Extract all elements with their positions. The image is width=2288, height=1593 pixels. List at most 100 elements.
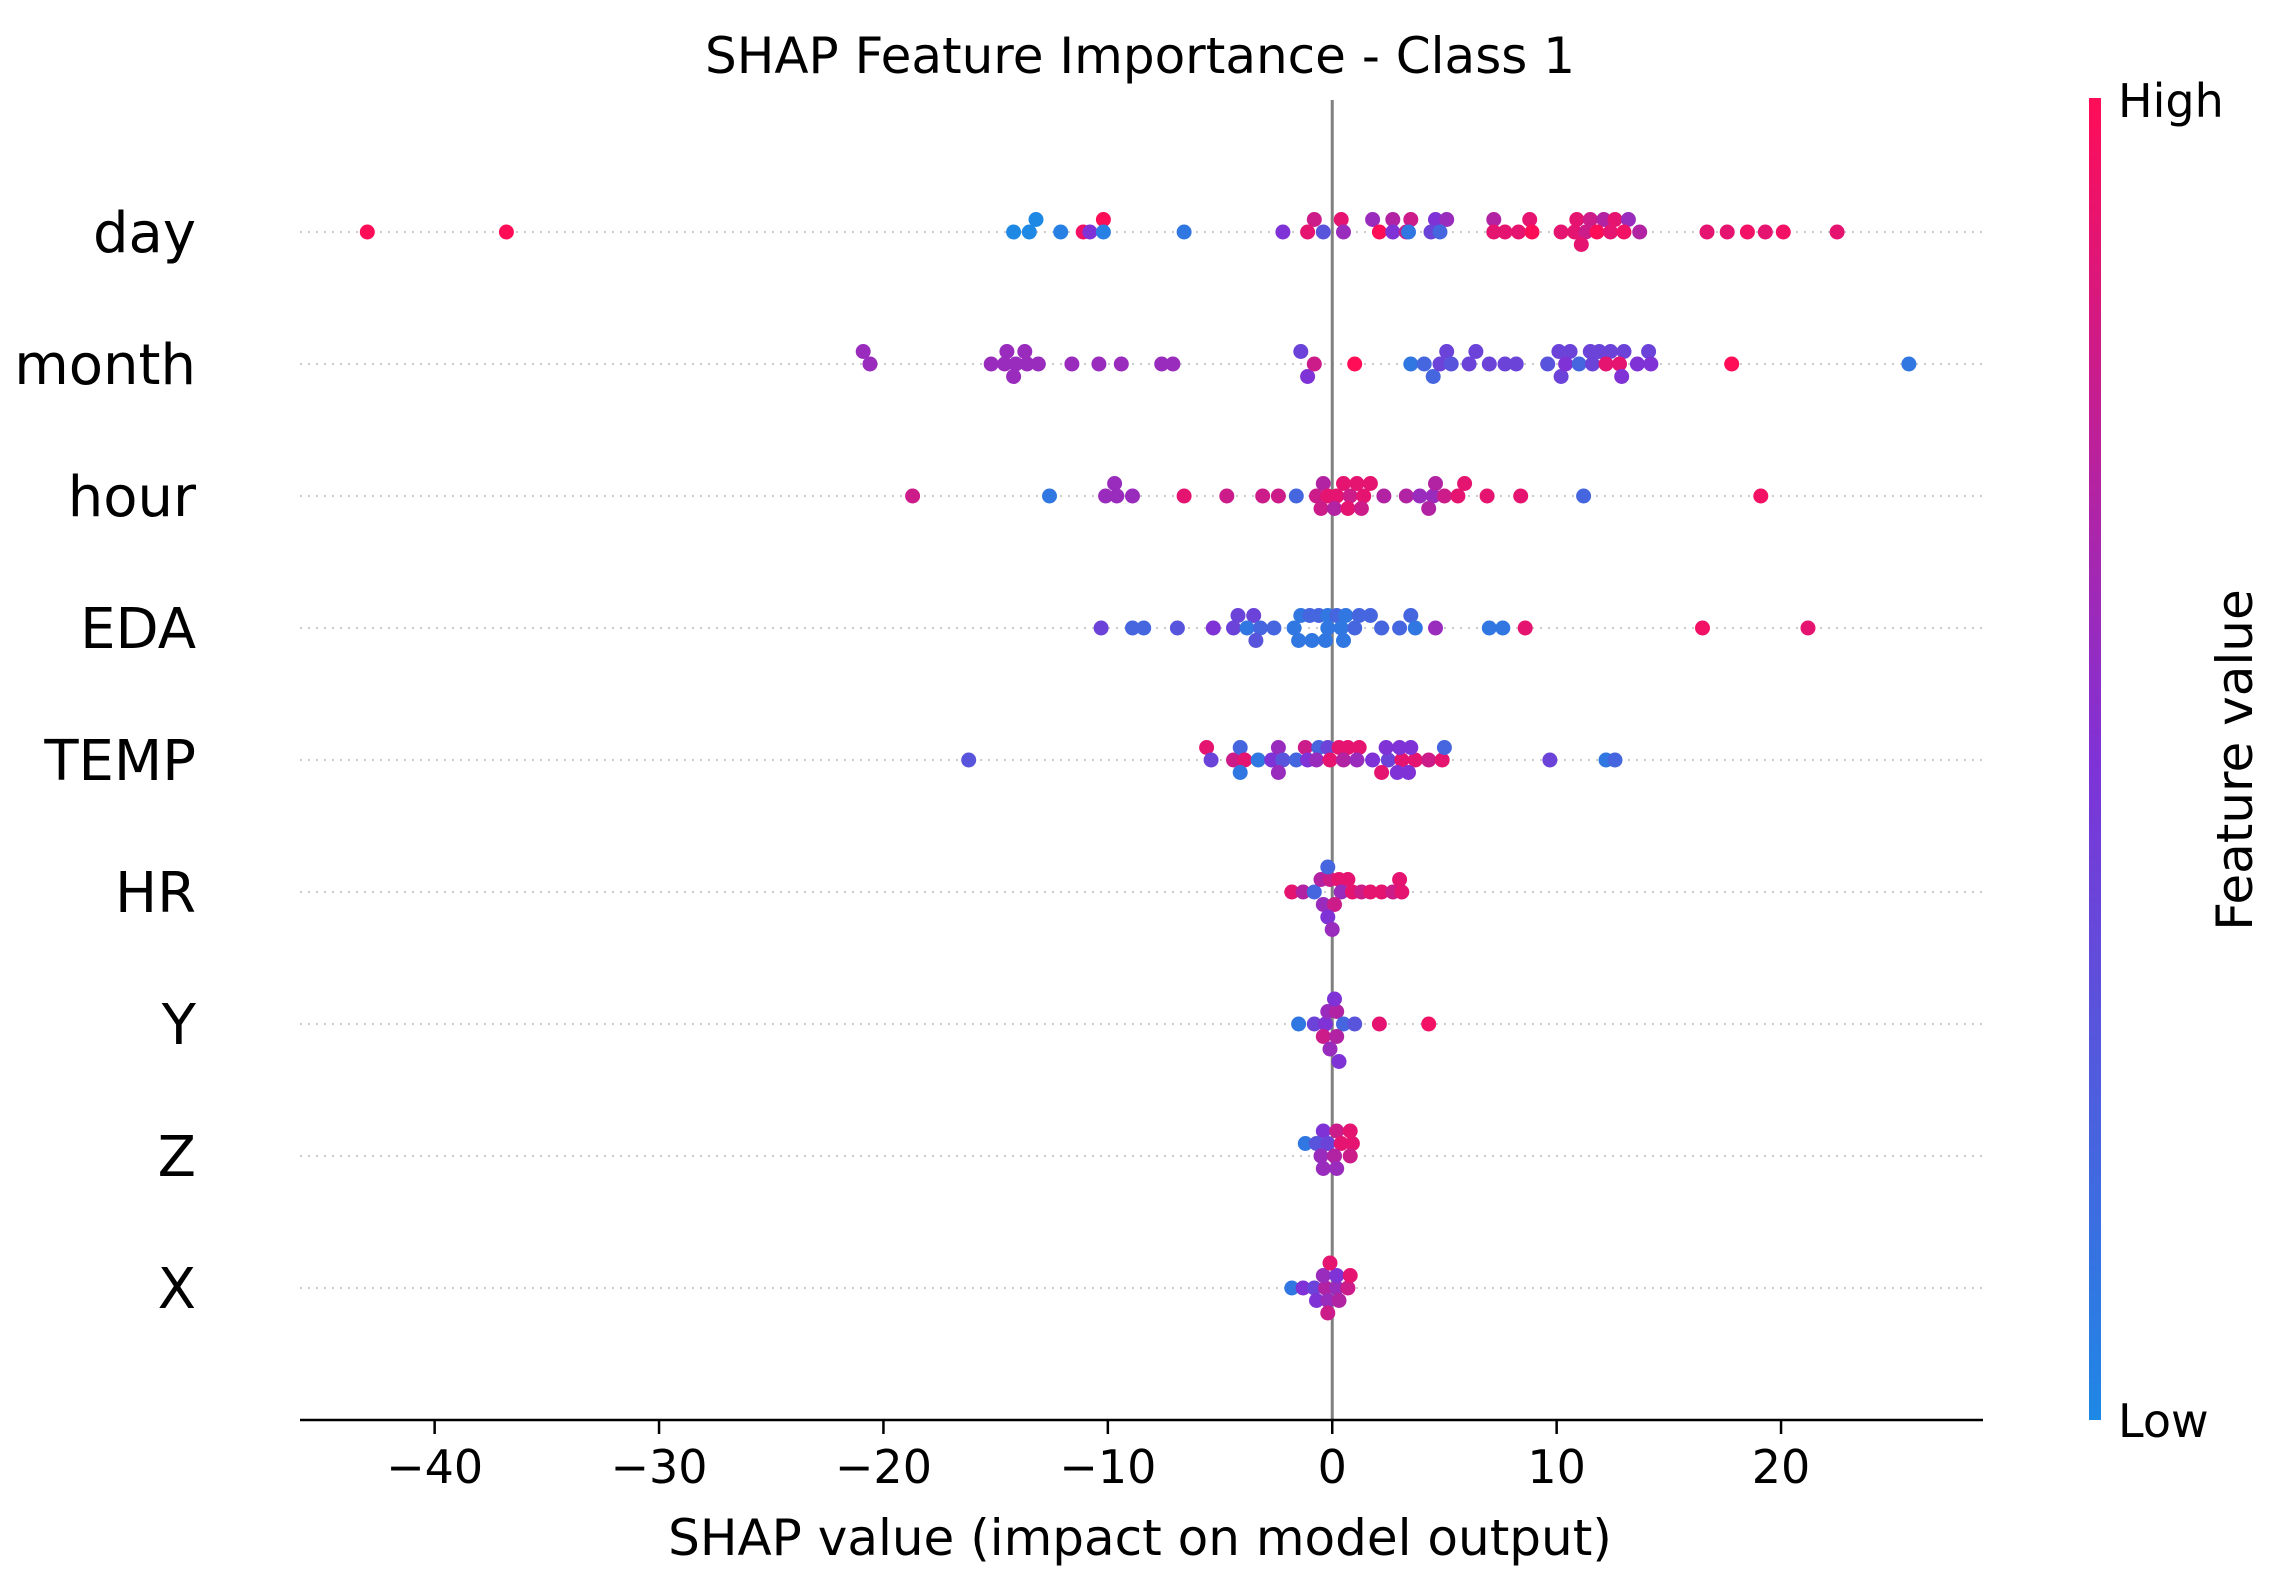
shap-point [1551,344,1567,359]
x-tick-label: −20 [835,1440,932,1494]
shap-point [1481,356,1497,372]
shap-point [1109,488,1125,504]
shap-point [1342,1148,1358,1164]
shap-point [1407,620,1423,636]
shap-point [1450,488,1466,504]
shap-point [1230,608,1246,623]
shap-point [1497,356,1513,372]
shap-point [1286,620,1302,636]
shap-point [1333,212,1349,227]
x-axis-label: SHAP value (impact on model output) [668,1509,1612,1567]
shap-point [1347,1016,1363,1032]
shap-point [1612,356,1627,372]
shap-point [1248,633,1264,648]
shap-point [1432,224,1448,240]
shap-point [1030,356,1046,372]
shap-point [1589,224,1605,240]
shap-point [1327,991,1342,1007]
shap-point [1250,752,1266,768]
shap-point [1315,1268,1331,1283]
shap-point [1398,488,1414,504]
shap-point [1576,488,1592,504]
shap-point [1336,476,1351,491]
shap-point [1006,224,1022,240]
shap-point [1320,1136,1336,1151]
shap-point [1318,633,1333,648]
shap-point [1596,212,1612,227]
shap-point [1295,884,1311,900]
shap-point [1270,740,1286,755]
shap-point [1421,501,1437,516]
shap-point [1344,1136,1360,1151]
shap-point [1394,884,1410,900]
shap-point [1511,224,1526,240]
shap-point [1362,884,1378,900]
shap-point [1042,488,1057,504]
shap-point [1616,224,1632,240]
shap-point [1340,740,1356,755]
shap-point [1008,356,1024,372]
shap-point [1333,1136,1349,1151]
shap-point [1336,752,1351,768]
shap-point [1719,224,1735,240]
shap-point [1264,752,1280,768]
shap-point [1394,752,1410,768]
feature-labels: day month hour EDA TEMP HR Y Z X [14,201,197,1322]
shap-point [1389,765,1405,780]
shap-point [1607,212,1623,227]
shap-point [1064,356,1080,372]
shap-point [1495,620,1511,636]
shap-point [1329,1280,1345,1296]
shap-point [1165,356,1181,372]
shap-point [1401,765,1416,780]
shap-point [1331,1054,1347,1069]
shap-point [1329,1123,1345,1139]
shap-point [1309,1136,1324,1151]
shap-point [1093,620,1109,636]
shap-point [1739,224,1755,240]
shap-point [1353,501,1369,516]
shap-point [1522,212,1538,227]
shap-point [1320,1305,1336,1321]
shap-point [1331,1293,1347,1308]
feature-label-temp: TEMP [43,729,196,794]
shap-point [1291,1016,1307,1032]
shap-point [1322,1255,1338,1271]
shap-point [1095,224,1111,240]
shap-point [1598,356,1614,372]
shap-point [1724,356,1740,372]
shap-point [1295,1280,1311,1296]
shap-point [1270,488,1286,504]
shap-point [1347,620,1363,636]
shap-point [1333,620,1349,636]
shap-point [1573,237,1589,252]
shap-point [1329,1004,1345,1019]
shap-point [1315,1029,1331,1044]
shap-point [1252,620,1268,636]
shap-point [1374,765,1390,780]
shap-point [1403,740,1419,755]
shap-point [1421,1016,1437,1032]
shap-point [1199,740,1215,755]
colorbar-label: Feature value [2206,589,2264,930]
shap-point [1603,224,1618,240]
shap-point [1513,488,1529,504]
gridlines [300,231,1983,1289]
shap-point [1329,1161,1345,1176]
shap-point [1699,224,1715,240]
x-ticks: −40 −30 −20 −10 0 10 20 [386,1420,1810,1494]
shap-point [1457,476,1473,491]
shap-point [498,224,514,240]
shap-point [961,752,977,768]
shap-point [1340,1280,1356,1296]
shap-point [1309,1293,1324,1308]
shap-point [1362,476,1378,491]
shap-point [1019,356,1035,372]
shap-point [1643,356,1659,372]
shap-point [1309,752,1324,768]
feature-label-hour: hour [68,465,197,530]
shap-point [1306,356,1322,372]
shap-point [1169,620,1185,636]
shap-point [1300,224,1316,240]
